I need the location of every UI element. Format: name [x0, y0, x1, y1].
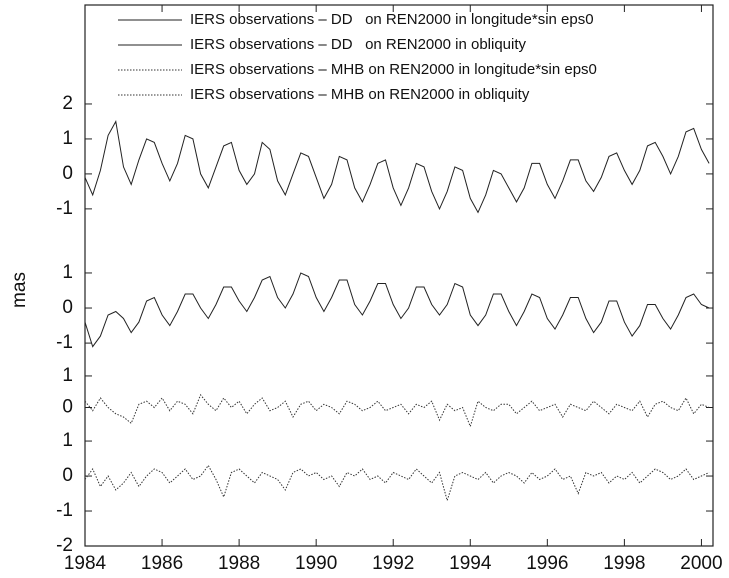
y-tick-label: -1: [56, 500, 73, 521]
y-tick-label: 1: [62, 262, 73, 283]
plot-frame: [84, 4, 714, 547]
y-tick-label: 1: [62, 365, 73, 386]
y-tick-label: 0: [62, 297, 73, 318]
x-tick-label: 1984: [64, 553, 107, 574]
series-line: [84, 120, 710, 214]
legend-label: IERS observations – MHB on REN2000 in ob…: [190, 86, 530, 103]
x-tick-label: 1988: [218, 553, 260, 574]
y-tick-label: 2: [62, 93, 73, 114]
series-line: [84, 272, 710, 348]
y-tick-label: -2: [56, 535, 73, 556]
x-tick-label: 1996: [526, 553, 568, 574]
y-tick-label: 1: [62, 430, 73, 451]
legend-label: IERS observations – DD on REN2000 in obl…: [190, 36, 527, 53]
x-tick-label: 1992: [372, 553, 414, 574]
series-line: [84, 464, 710, 503]
y-tick-label: 0: [62, 397, 73, 418]
y-axis-label: mas: [9, 272, 30, 308]
y-tick-label: 1: [62, 128, 73, 149]
x-tick-label: 1990: [295, 553, 337, 574]
y-tick-label: -1: [56, 332, 73, 353]
y-tick-label: 0: [62, 465, 73, 486]
series-line: [84, 393, 710, 428]
x-tick-label: 1994: [449, 553, 492, 574]
x-tick-label: 2000: [680, 553, 722, 574]
x-tick-label: 1986: [141, 553, 183, 574]
legend-label: IERS observations – MHB on REN2000 in lo…: [190, 61, 597, 78]
x-tick-label: 1998: [603, 553, 645, 574]
y-tick-label: -1: [56, 198, 73, 219]
legend-label: IERS observations – DD on REN2000 in lon…: [190, 11, 594, 28]
y-tick-label: 0: [62, 163, 73, 184]
